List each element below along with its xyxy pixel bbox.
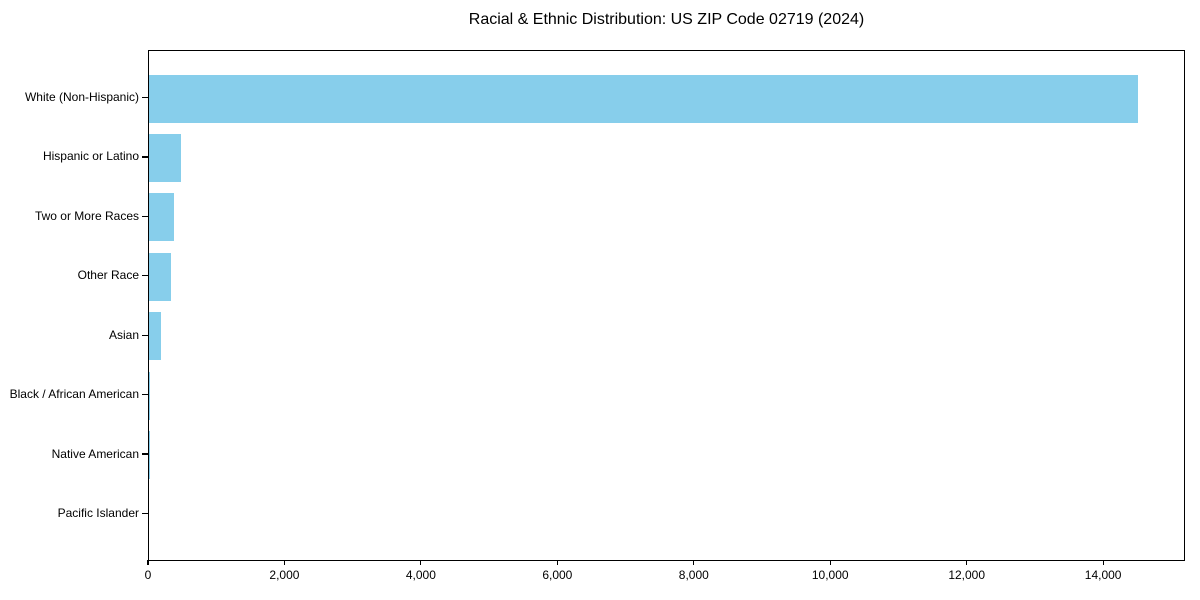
bar [149,193,174,242]
chart-title: Racial & Ethnic Distribution: US ZIP Cod… [468,11,865,28]
bar [149,312,161,361]
category-label: Two or More Races [34,208,139,223]
category-label: White (Non-Hispanic) [24,90,139,104]
x-tick-mark [283,560,286,565]
x-tick-label: 14,000 [1084,568,1122,582]
x-tick-label: 6,000 [542,568,573,582]
category-label: Other Race [77,268,139,283]
plot-area [148,50,1185,561]
category-label: Native American [51,446,139,461]
x-tick-label: 8,000 [678,568,709,582]
category-label: Asian [108,327,139,342]
x-tick-mark [966,560,968,565]
x-tick-mark [1102,560,1104,565]
y-tick-mark [142,334,148,336]
bar [149,371,151,420]
category-label: Hispanic or Latino [42,149,139,164]
x-tick-label: 2,000 [269,568,300,582]
x-tick-mark [556,560,558,565]
bar [149,252,172,301]
y-tick-mark [142,512,148,515]
bar [149,74,1138,123]
x-tick-mark [147,560,149,565]
y-tick-mark [142,275,148,277]
y-tick-mark [142,156,148,158]
x-tick-label: 12,000 [948,568,986,582]
bar [149,431,150,480]
y-tick-mark [142,215,148,217]
x-tick-mark [693,560,695,565]
y-tick-mark [142,96,148,99]
y-tick-mark [142,453,148,455]
x-tick-label: 10,000 [811,568,849,582]
x-tick-mark [420,560,422,565]
y-tick-mark [142,394,148,396]
x-tick-label: 4,000 [405,568,436,582]
x-tick-mark [829,560,831,565]
bar [149,133,182,182]
category-label: Pacific Islander [57,506,139,520]
x-tick-label: 0 [144,568,152,582]
category-label: Black / African American [9,387,139,402]
